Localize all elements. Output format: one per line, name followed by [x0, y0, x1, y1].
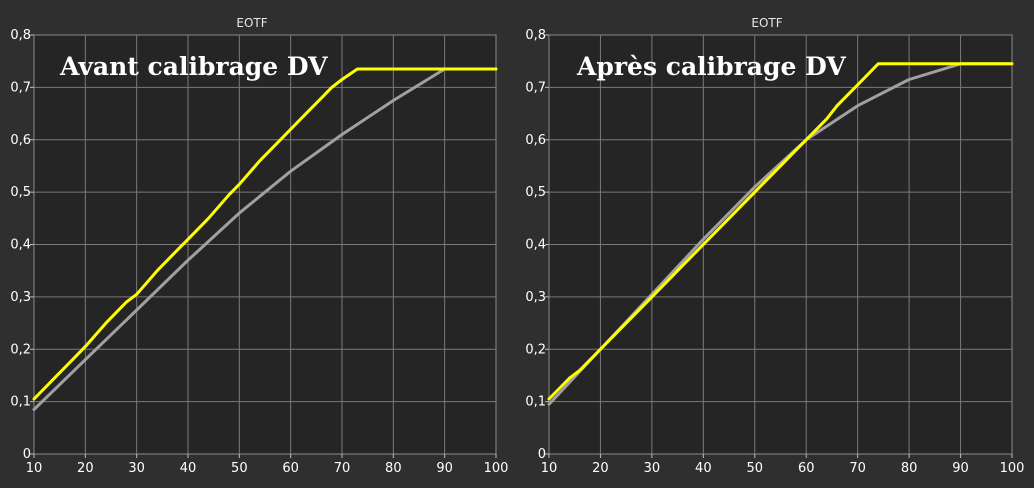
x-tick-label: 50: [231, 461, 248, 476]
overlay-label: Après calibrage DV: [576, 52, 846, 81]
measured-curve-line: [32, 67, 498, 401]
y-tick-label: 0,3: [10, 290, 31, 305]
x-tick-label: 60: [282, 461, 299, 476]
x-tick-label: 20: [592, 461, 609, 476]
y-tick-label: 0,7: [10, 80, 31, 95]
y-tick-label: 0,2: [10, 342, 31, 357]
chart-title: EOTF: [751, 16, 782, 30]
x-tick-label: 80: [385, 461, 402, 476]
y-tick-label: 0,5: [525, 185, 546, 200]
x-tick-label: 50: [747, 461, 764, 476]
y-tick-label: 0,4: [525, 238, 546, 253]
overlay-label: Avant calibrage DV: [59, 52, 328, 81]
y-tick-label: 0,7: [525, 80, 546, 95]
x-tick-label: 70: [334, 461, 351, 476]
y-tick-label: 0,6: [10, 133, 31, 148]
x-tick-label: 60: [798, 461, 815, 476]
x-tick-label: 90: [436, 461, 453, 476]
x-tick-label: 20: [77, 461, 94, 476]
y-tick-label: 0,6: [525, 133, 546, 148]
chart-title: EOTF: [236, 16, 267, 30]
x-tick-label: 10: [26, 461, 43, 476]
x-tick-label: 10: [541, 461, 558, 476]
y-tick-label: 0,1: [10, 395, 31, 410]
x-tick-label: 40: [695, 461, 712, 476]
y-tick-label: 0,3: [525, 290, 546, 305]
y-tick-label: 0,1: [525, 395, 546, 410]
y-tick-label: 0,4: [10, 238, 31, 253]
y-tick-label: 0,5: [10, 185, 31, 200]
chart-before: 0 0,1 0,2 0,3 0,4 0,5 0,6 0,7 0,8 10 20 30 40 50 60 70 8…: [10, 16, 508, 476]
y-tick-label: 0,8: [10, 28, 31, 43]
x-tick-label: 30: [128, 461, 145, 476]
y-tick-label: 0: [538, 447, 546, 462]
y-tick-label: 0,2: [525, 342, 546, 357]
x-tick-label: 100: [1000, 461, 1025, 476]
y-tick-label: 0: [23, 447, 31, 462]
x-tick-label: 70: [849, 461, 866, 476]
x-tick-label: 90: [952, 461, 969, 476]
x-tick-label: 80: [901, 461, 918, 476]
x-tick-label: 40: [180, 461, 197, 476]
measured-curve-line: [547, 62, 1014, 401]
x-tick-label: 30: [644, 461, 661, 476]
y-tick-label: 0,8: [525, 28, 546, 43]
reference-curve-line: [32, 67, 498, 411]
x-tick-label: 100: [484, 461, 509, 476]
chart-after: 0 0,1 0,2 0,3 0,4 0,5 0,6 0,7 0,8 10 20 30 40 50 60 70 8…: [525, 16, 1024, 476]
